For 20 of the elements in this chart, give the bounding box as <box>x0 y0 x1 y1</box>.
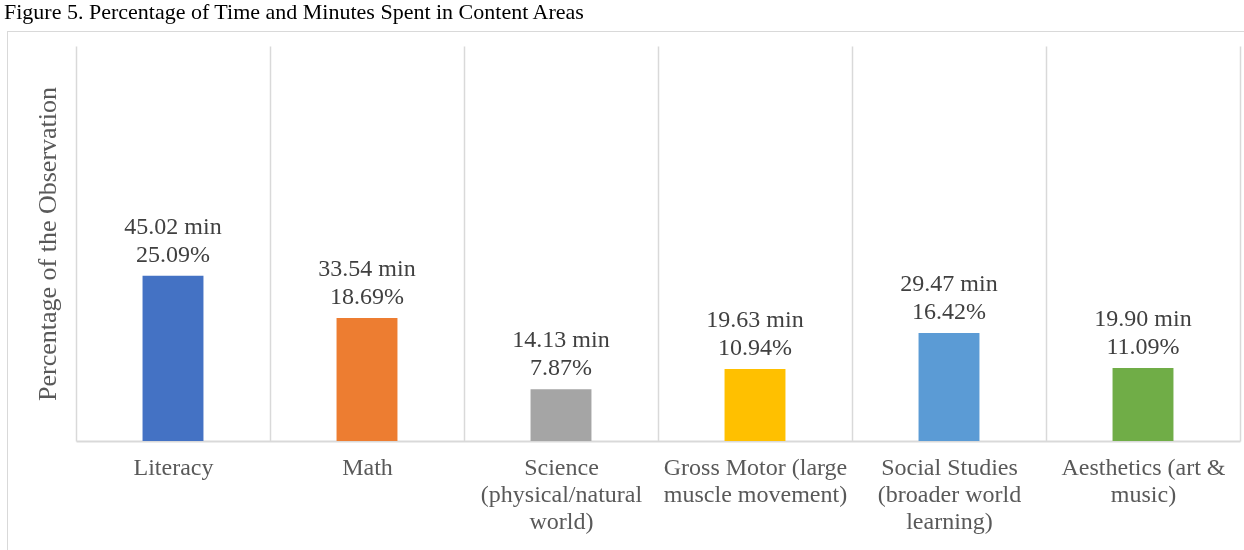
bar <box>1112 367 1174 441</box>
data-label: 45.02 min 25.09% <box>124 212 222 267</box>
data-label: 33.54 min 18.69% <box>318 254 416 309</box>
data-label: 19.90 min 11.09% <box>1094 304 1192 359</box>
chart-title: Figure 5. Percentage of Time and Minutes Spent in Content Areas <box>4 0 584 24</box>
x-tick-label: Gross Motor (large muscle movement) <box>663 453 848 507</box>
x-tick-label: Aesthetics (art & music) <box>1061 453 1226 507</box>
y-axis-title: Percentage of the Observation <box>32 86 62 402</box>
data-label: 14.13 min 7.87% <box>512 326 610 381</box>
data-label: 19.63 min 10.94% <box>706 305 804 360</box>
bar <box>724 368 786 441</box>
bar <box>530 389 592 441</box>
bar <box>918 332 980 441</box>
data-label: 29.47 min 16.42% <box>900 269 998 324</box>
x-tick-label: Social Studies (broader world learning) <box>877 453 1022 534</box>
x-tick-label: Math <box>342 453 393 480</box>
bar <box>142 275 204 441</box>
bar <box>336 317 398 441</box>
x-tick-label: Literacy <box>133 453 214 480</box>
x-tick-label: Science (physical/natural world) <box>480 453 643 534</box>
